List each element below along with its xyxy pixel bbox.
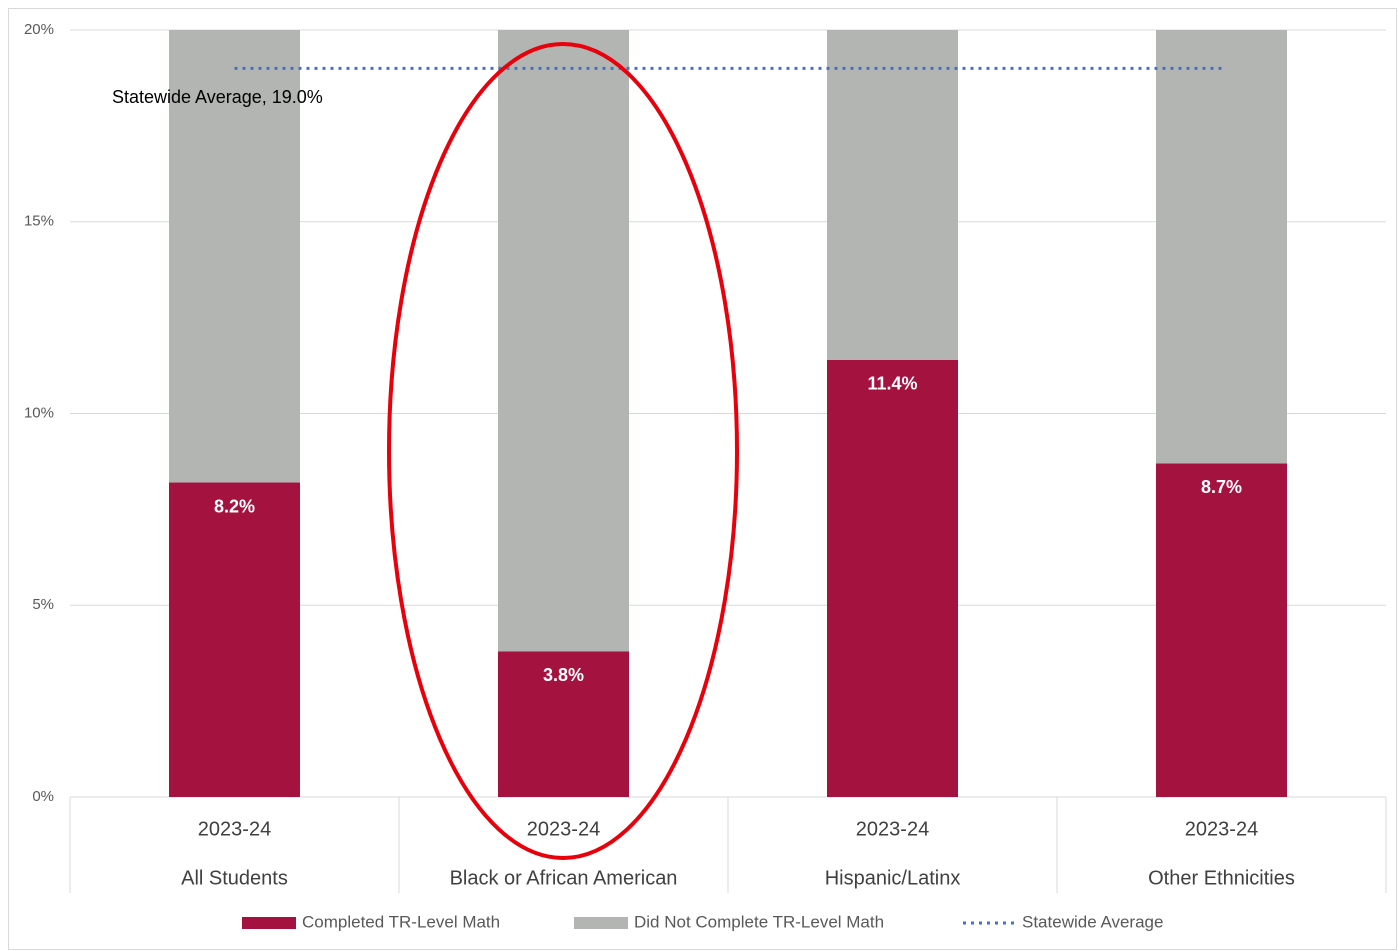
- bar-segment: [169, 482, 300, 797]
- value-label: 11.4%: [867, 374, 917, 394]
- legend-swatch: [574, 917, 628, 929]
- bar-segment: [498, 30, 629, 652]
- x-tick-label: Black or African American: [450, 867, 678, 889]
- bar-segment: [1156, 30, 1287, 464]
- legend-label: Statewide Average: [1022, 912, 1163, 931]
- bar-segment: [827, 359, 958, 797]
- y-tick-label: 15%: [24, 213, 54, 230]
- x-tick-label: All Students: [181, 867, 288, 889]
- y-tick-label: 10%: [24, 404, 54, 421]
- x-sub-label: 2023-24: [527, 818, 600, 840]
- bar-segment: [827, 30, 958, 360]
- legend-label: Completed TR-Level Math: [302, 912, 500, 931]
- y-tick-label: 20%: [24, 21, 54, 38]
- x-sub-label: 2023-24: [1185, 818, 1258, 840]
- y-tick-label: 5%: [32, 596, 54, 613]
- x-tick-label: Other Ethnicities: [1148, 867, 1295, 889]
- highlight-ellipse: [387, 42, 739, 860]
- legend-label: Did Not Complete TR-Level Math: [634, 912, 884, 931]
- x-sub-label: 2023-24: [198, 818, 271, 840]
- legend-swatch: [242, 917, 296, 929]
- value-label: 8.2%: [214, 496, 255, 516]
- bar-segment: [498, 651, 629, 797]
- value-label: 3.8%: [543, 665, 584, 685]
- value-label: 8.7%: [1201, 477, 1242, 497]
- y-tick-label: 0%: [32, 788, 54, 805]
- bar-segment: [169, 30, 300, 483]
- chart-border: [8, 8, 1397, 950]
- bar-segment: [1156, 463, 1287, 797]
- reference-label: Statewide Average, 19.0%: [112, 87, 323, 107]
- x-sub-label: 2023-24: [856, 818, 929, 840]
- x-tick-label: Hispanic/Latinx: [825, 867, 961, 889]
